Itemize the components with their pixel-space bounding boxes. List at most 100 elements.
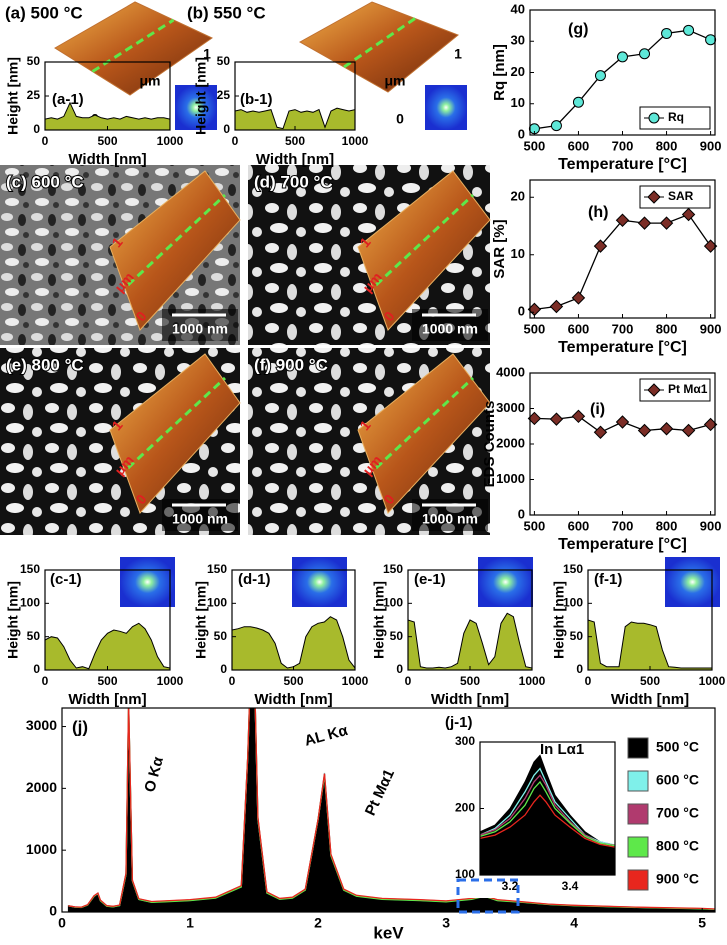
chart-title: (j-1) — [445, 714, 473, 731]
y-tick-label: 0 — [33, 122, 40, 136]
legend-swatch — [627, 836, 649, 858]
x-tick-label: 2 — [314, 915, 322, 931]
chart: 3.2 3.4 100 200 300 (j-1) In Lα1 — [438, 712, 623, 898]
y-tick-label: 100 — [383, 596, 403, 610]
plot-area — [408, 612, 532, 670]
marker — [571, 291, 586, 305]
x-tick-label: 500 — [97, 674, 117, 688]
profile-area — [45, 101, 170, 130]
x-tick-label: 600 — [568, 138, 590, 153]
marker — [705, 34, 717, 46]
chart: 0 500 1000 0 25 50 (a-1) Width [nm] Height [nm] — [5, 54, 184, 168]
plot-area — [235, 107, 355, 130]
x-axis-label: Width [nm] — [68, 151, 146, 168]
x-tick-label: 700 — [612, 138, 634, 153]
profile-area — [235, 107, 355, 130]
marker — [571, 409, 586, 424]
afm-axis-label: μm — [384, 73, 405, 89]
y-axis-label: Height [nm] — [5, 581, 21, 659]
y-tick-label: 0 — [49, 903, 57, 919]
panel-label: (f) 900 °C — [254, 355, 328, 374]
chart-title: (i) — [590, 401, 605, 418]
chart: 0 500 1000 0 50 100 150 (e-1) Width [nm] Height [… — [371, 562, 546, 708]
legend-swatch — [627, 737, 649, 759]
afm-axis-label: 1 — [454, 46, 462, 62]
spectrum-line — [480, 780, 615, 847]
y-tick-label: 150 — [383, 562, 403, 576]
plot-area — [480, 754, 615, 875]
legend-box — [639, 106, 711, 130]
chart-title: (h) — [588, 204, 608, 221]
x-tick-label: 1000 — [342, 134, 369, 148]
plot-area — [588, 619, 712, 670]
y-tick-label: 20 — [511, 64, 525, 79]
chart-title: (a-1) — [52, 91, 84, 108]
x-tick-label: 900 — [700, 518, 722, 533]
afm-surface — [298, 1, 459, 93]
y-tick-label: 2000 — [496, 435, 525, 450]
y-tick-label: 200 — [455, 801, 475, 815]
x-tick-label: 800 — [656, 138, 678, 153]
fft-inset — [665, 557, 720, 607]
profile-area — [588, 619, 712, 670]
marker — [550, 120, 562, 132]
plot-frame — [61, 707, 716, 913]
marker — [617, 51, 628, 63]
x-tick-label: 500 — [97, 134, 117, 148]
scale-bar-label: 1000 nm — [422, 511, 478, 527]
x-tick-label: 0 — [42, 674, 49, 688]
y-tick-label: 50 — [27, 54, 41, 68]
x-axis-label: Width [nm] — [256, 151, 334, 168]
y-tick-label: 300 — [455, 734, 475, 748]
legend-swatch — [627, 803, 649, 825]
x-axis-label: Width [nm] — [254, 691, 332, 708]
x-axis-label: Width [nm] — [611, 691, 689, 708]
scale-bar-label: 1000 nm — [172, 511, 228, 527]
y-axis-label: Height [nm] — [5, 57, 21, 135]
fft-inset — [292, 557, 347, 607]
x-tick-label: 0 — [42, 134, 49, 148]
y-axis-label: Height [nm] — [193, 57, 209, 135]
legend-marker — [648, 112, 660, 124]
y-tick-label: 10 — [511, 246, 525, 261]
panel-label: (a) 500 °C — [5, 3, 83, 22]
marker — [639, 48, 651, 60]
y-tick-label: 30 — [511, 33, 525, 48]
x-tick-label: 0 — [405, 674, 412, 688]
x-tick-label: 0 — [585, 674, 592, 688]
legend-marker — [647, 190, 661, 204]
y-axis-label: Height [nm] — [193, 581, 209, 659]
spectrum-line — [480, 774, 615, 846]
x-tick-label: 4 — [570, 915, 578, 931]
profile-area — [232, 616, 355, 670]
x-tick-label: 700 — [612, 321, 634, 336]
legend-label: Pt Mα1 — [668, 382, 708, 396]
afm-axis-label: 1 — [203, 46, 211, 62]
x-axis-label: Temperature [°C] — [558, 536, 687, 553]
marker — [637, 216, 652, 230]
y-tick-label: 150 — [20, 562, 40, 576]
x-tick-label: 500 — [524, 138, 546, 153]
panel-label: (d) 700 °C — [254, 172, 333, 191]
x-tick-label: 800 — [656, 518, 678, 533]
x-tick-label: 1000 — [157, 674, 184, 688]
marker — [549, 299, 564, 314]
fft-inset — [425, 85, 467, 130]
legend-box — [639, 185, 711, 209]
profile-area — [45, 622, 170, 670]
marker — [594, 70, 606, 82]
y-tick-label: 50 — [217, 54, 231, 68]
chart-title: (f-1) — [594, 571, 622, 588]
legend-label: 600 °C — [656, 772, 699, 788]
profile-line — [91, 18, 175, 73]
afm-axis-label: 0 — [396, 111, 404, 127]
legend-label: 700 °C — [656, 805, 699, 821]
x-axis-label: Width [nm] — [68, 691, 146, 708]
y-tick-label: 100 — [455, 867, 475, 881]
x-tick-label: 500 — [524, 518, 546, 533]
chart: 0 500 1000 0 50 100 150 (c-1) Width [nm] Height [… — [5, 562, 184, 708]
marker — [681, 207, 696, 222]
chart: 0 500 1000 0 50 100 150 (d-1) Width [nm] Height [… — [193, 562, 369, 708]
y-tick-label: 3000 — [496, 400, 525, 415]
